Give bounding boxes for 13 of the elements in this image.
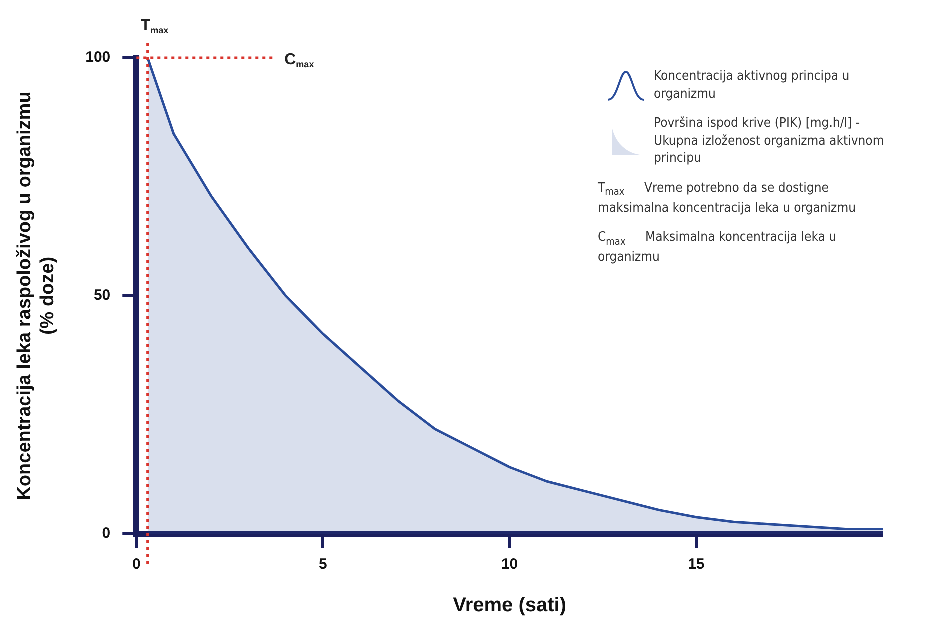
y-tick-label: 50	[94, 287, 111, 304]
y-axis-title: Koncentracija leka raspoloživog u organizmu (% doze)	[14, 92, 58, 500]
x-tick-label: 10	[501, 556, 518, 574]
annotation: Površina ispod krive (PIK) [mg.h/l] - Ukupna izloženost organizma aktivnom principu	[654, 115, 886, 168]
x-tick-label: 5	[319, 556, 328, 574]
y-tick-label: 0	[102, 525, 111, 542]
text: C$_{max}$ Maksimalna koncentracija leka u organizmu	[598, 230, 837, 266]
y-tick-label: 100	[86, 49, 111, 66]
x-tick-label: 15	[688, 556, 705, 574]
legend-label: Koncentracija aktivnog principa u organizmu	[654, 68, 851, 104]
x-axis-title: Vreme (sati)	[453, 594, 567, 617]
text: T$_{max}$ Vreme potrebno da se dostigne maksimalna koncentracija leka u organizmu	[598, 180, 856, 216]
x-tick-label: 0	[132, 556, 141, 574]
